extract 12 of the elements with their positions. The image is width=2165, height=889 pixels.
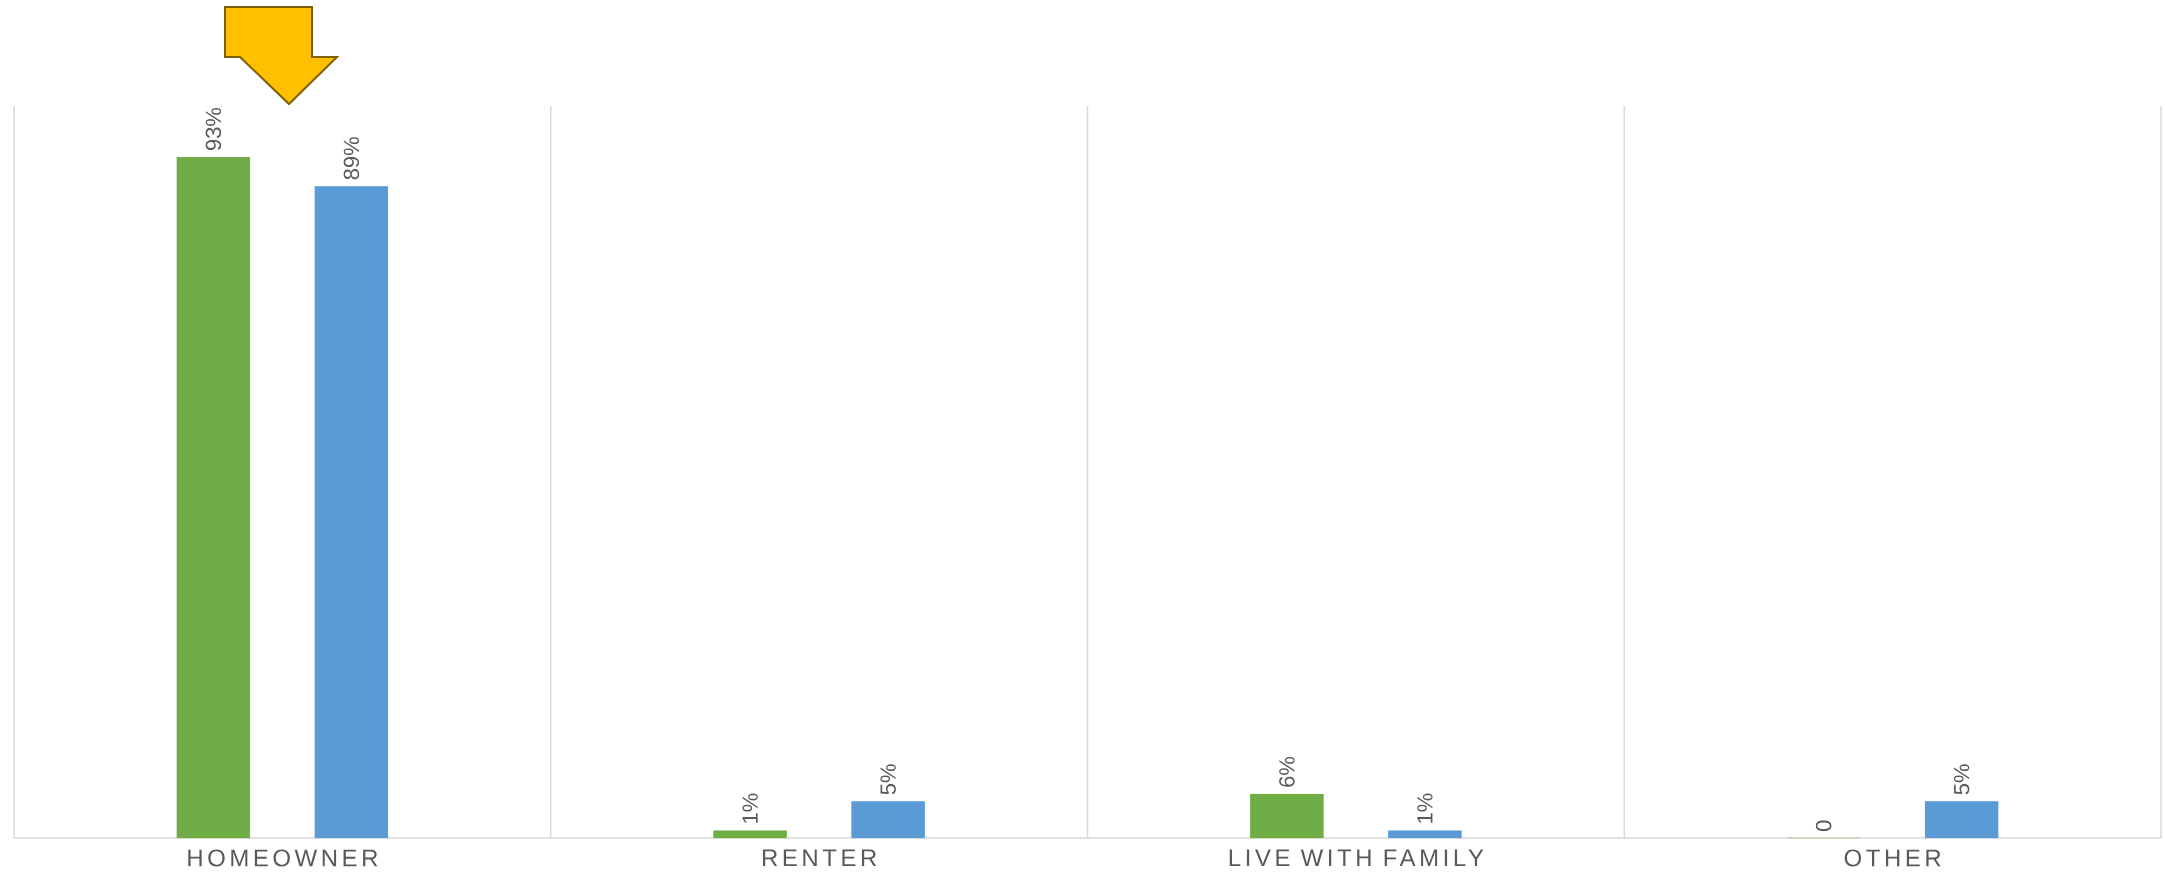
data-label: 5% bbox=[880, 764, 896, 795]
data-label: 0 bbox=[1815, 820, 1832, 831]
data-label: 89% bbox=[343, 137, 360, 180]
data-label: 93% bbox=[205, 107, 222, 151]
x-tick-label: OTHER bbox=[1844, 849, 1941, 867]
data-label: 5% bbox=[1953, 764, 1970, 795]
x-tick-label: LIVE WITH FAMILY bbox=[1229, 849, 1484, 866]
data-label: 1% bbox=[1417, 793, 1433, 823]
data-label: 6% bbox=[1279, 757, 1295, 787]
x-tick-label: RENTER bbox=[762, 849, 877, 866]
data-label: 1% bbox=[742, 793, 758, 823]
x-tick-label: HOMEOWNER bbox=[188, 849, 378, 867]
